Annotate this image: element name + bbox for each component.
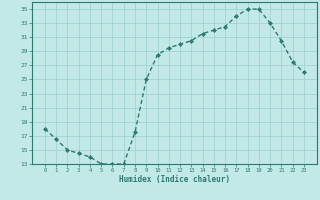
- X-axis label: Humidex (Indice chaleur): Humidex (Indice chaleur): [119, 175, 230, 184]
